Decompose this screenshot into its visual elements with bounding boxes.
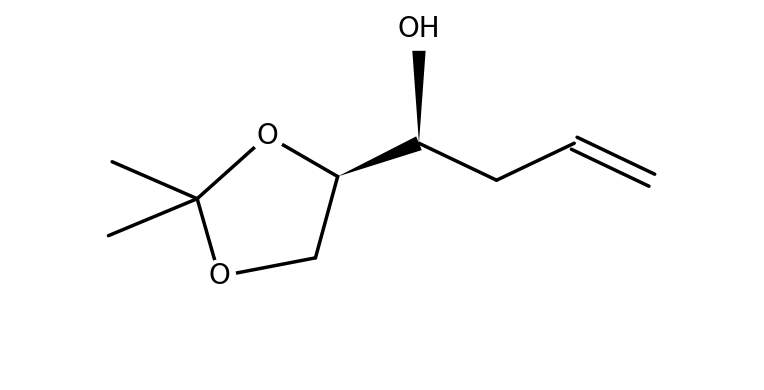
Text: OH: OH xyxy=(397,16,440,43)
Circle shape xyxy=(251,120,283,152)
Circle shape xyxy=(203,260,235,292)
Text: O: O xyxy=(257,122,278,150)
Polygon shape xyxy=(338,136,422,177)
Polygon shape xyxy=(413,51,426,143)
Text: O: O xyxy=(209,262,230,290)
